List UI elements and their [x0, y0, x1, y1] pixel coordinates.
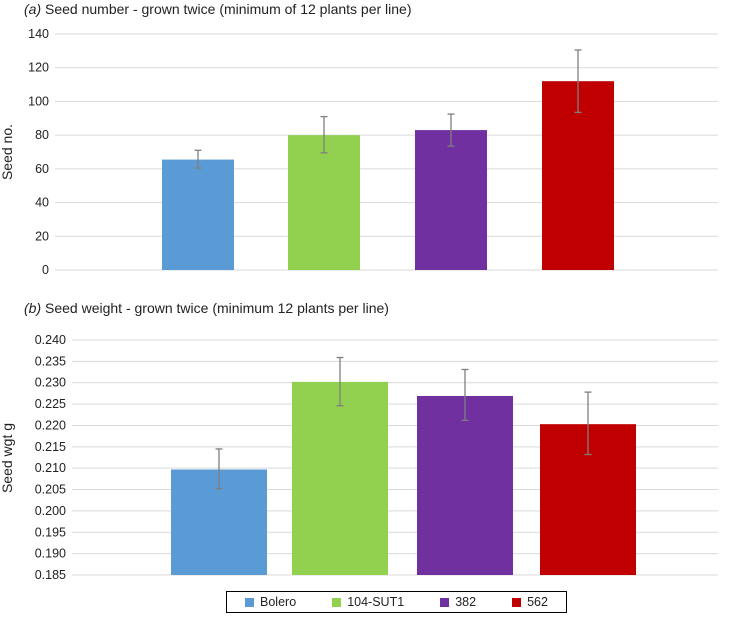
legend-swatch-104-sut1: [332, 597, 342, 607]
chart-a-letter: (a): [24, 1, 42, 17]
chart-b-y-tick-label: 0.185: [35, 568, 66, 582]
chart-b-y-tick-label: 0.205: [35, 483, 66, 497]
chart-a-title-text: Seed number - grown twice (minimum of 12…: [45, 1, 412, 17]
chart-b-y-axis-label: Seed wgt g: [0, 423, 15, 493]
legend-label-bolero: Bolero: [260, 595, 297, 609]
chart-a-y-tick-label: 140: [28, 27, 49, 41]
chart-a-y-tick-label: 0: [42, 263, 49, 277]
chart-b-bar-104-sut1: [292, 381, 388, 575]
chart-b-title: (b) Seed weight - grown twice (minimum 1…: [24, 300, 389, 316]
chart-a-y-axis-label: Seed no.: [0, 124, 15, 180]
chart-b-bar-382: [417, 395, 513, 575]
chart-b-y-tick-label: 0.240: [35, 333, 66, 347]
legend-swatch-382: [440, 597, 450, 607]
chart-b-title-text: Seed weight - grown twice (minimum 12 pl…: [45, 300, 389, 316]
legend-label-104-sut1: 104-SUT1: [347, 595, 405, 609]
chart-a-y-tick-label: 20: [35, 229, 49, 243]
legend-item-bolero: Bolero: [245, 595, 296, 609]
chart-a-y-tick-label: 120: [28, 61, 49, 75]
chart-b-y-tick-label: 0.200: [35, 504, 66, 518]
chart-b-y-tick-label: 0.230: [35, 376, 66, 390]
legend-swatch-562: [512, 597, 522, 607]
chart-b-y-tick-label: 0.210: [35, 461, 66, 475]
chart-b-y-tick-label: 0.190: [35, 547, 66, 561]
chart-a-title: (a) Seed number - grown twice (minimum o…: [24, 1, 412, 17]
chart-b-y-tick-label: 0.235: [35, 354, 66, 368]
legend-item-382: 382: [440, 595, 476, 609]
legend-swatch-bolero: [245, 597, 255, 607]
chart-legend: Bolero 104-SUT1 382 562: [226, 591, 567, 613]
legend-item-104-sut1: 104-SUT1: [332, 595, 404, 609]
legend-item-562: 562: [512, 595, 548, 609]
chart-a-bar-bolero: [162, 159, 234, 270]
chart-a-y-tick-label: 100: [28, 94, 49, 108]
chart-b-y-tick-label: 0.225: [35, 397, 66, 411]
chart-a-y-tick-label: 60: [35, 162, 49, 176]
chart-a-bar-382: [415, 130, 487, 270]
chart-b-y-tick-label: 0.220: [35, 418, 66, 432]
legend-label-382: 382: [455, 595, 477, 609]
legend-label-562: 562: [527, 595, 548, 609]
chart-a-bar-104-sut1: [288, 135, 360, 270]
chart-a-y-tick-label: 40: [35, 196, 49, 210]
chart-b-letter: (b): [24, 300, 42, 316]
chart-a-y-tick-label: 80: [35, 128, 49, 142]
chart-b-y-tick-label: 0.215: [35, 440, 66, 454]
chart-b-y-tick-label: 0.195: [35, 525, 66, 539]
